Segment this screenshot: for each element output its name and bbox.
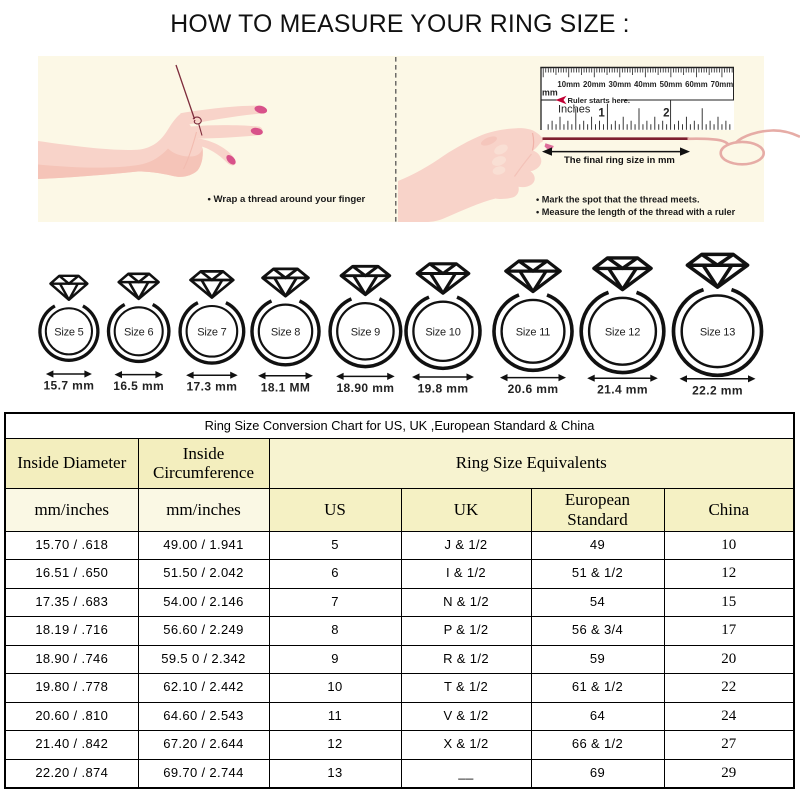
svg-text:• Measure the length of the th: • Measure the length of the thread with … bbox=[536, 207, 736, 217]
svg-text:Size 9: Size 9 bbox=[351, 327, 380, 339]
svg-text:mm: mm bbox=[542, 88, 558, 98]
svg-text:70mm: 70mm bbox=[711, 80, 734, 89]
svg-text:Size 12: Size 12 bbox=[605, 327, 640, 339]
svg-text:Size 7: Size 7 bbox=[197, 327, 226, 339]
svg-text:40mm: 40mm bbox=[634, 80, 657, 89]
svg-text:The final ring size in mm: The final ring size in mm bbox=[564, 155, 675, 166]
svg-text:19.8 mm: 19.8 mm bbox=[418, 382, 469, 396]
svg-text:21.4 mm: 21.4 mm bbox=[597, 383, 648, 397]
svg-text:Size 11: Size 11 bbox=[516, 327, 551, 339]
svg-text:Size 5: Size 5 bbox=[54, 327, 83, 339]
svg-text:Inches: Inches bbox=[558, 104, 591, 116]
svg-text:15.7 mm: 15.7 mm bbox=[43, 379, 94, 393]
svg-text:1: 1 bbox=[598, 108, 605, 120]
svg-text:Size 10: Size 10 bbox=[425, 327, 460, 339]
svg-text:• Wrap a thread around your fi: • Wrap a thread around your finger bbox=[208, 194, 366, 205]
svg-text:16.5 mm: 16.5 mm bbox=[113, 379, 164, 393]
svg-text:Ruler starts here.: Ruler starts here. bbox=[568, 96, 630, 105]
svg-text:20.6 mm: 20.6 mm bbox=[508, 382, 559, 396]
svg-text:Size 6: Size 6 bbox=[124, 327, 153, 339]
svg-text:60mm: 60mm bbox=[685, 80, 708, 89]
svg-text:22.2 mm: 22.2 mm bbox=[692, 383, 743, 397]
svg-text:30mm: 30mm bbox=[609, 80, 632, 89]
svg-text:17.3 mm: 17.3 mm bbox=[186, 380, 237, 394]
svg-text:Size 8: Size 8 bbox=[271, 327, 300, 339]
svg-text:18.1 MM: 18.1 MM bbox=[261, 380, 310, 394]
svg-text:18.90 mm: 18.90 mm bbox=[336, 381, 394, 395]
svg-text:Size 13: Size 13 bbox=[700, 327, 735, 339]
svg-text:20mm: 20mm bbox=[583, 80, 606, 89]
svg-text:50mm: 50mm bbox=[660, 80, 683, 89]
svg-text:10mm: 10mm bbox=[557, 80, 580, 89]
svg-text:• Mark the spot that the threa: • Mark the spot that the thread meets. bbox=[536, 194, 700, 204]
svg-text:2: 2 bbox=[663, 108, 669, 120]
